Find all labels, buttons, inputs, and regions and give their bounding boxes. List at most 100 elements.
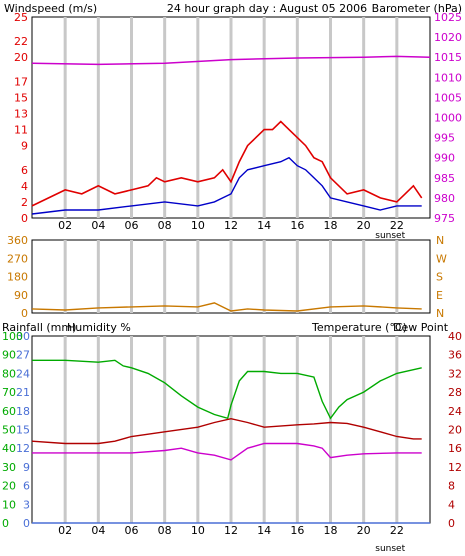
barometer-tick-label: 1005: [434, 91, 462, 104]
windspeed-tick-label: 20: [14, 51, 28, 64]
x-tick-label: 20: [357, 524, 371, 537]
barometer-tick-label: 975: [434, 212, 455, 225]
rainfall-tick-label: 30: [16, 330, 30, 343]
windspeed-tick-label: 25: [14, 11, 28, 24]
x-tick-label: 14: [257, 524, 271, 537]
temperature-tick-label: 28: [448, 386, 462, 399]
x-tick-label: 02: [58, 219, 72, 232]
x-tick-label: 08: [158, 219, 172, 232]
chart-title: 24 hour graph day : August 05 2006: [167, 2, 367, 15]
barometer-tick-label: 980: [434, 192, 455, 205]
humidity-tick-label: 90: [2, 349, 16, 362]
barometer-tick-label: 990: [434, 152, 455, 165]
humidity-tick-label: 70: [2, 386, 16, 399]
x-tick-label: 18: [324, 524, 338, 537]
rainfall-tick-label: 27: [16, 349, 30, 362]
temperature-tick-label: 4: [448, 498, 455, 511]
x-tick-label: 02: [58, 524, 72, 537]
dewpoint-series-line: [32, 442, 422, 461]
temperature-tick-label: 0: [448, 517, 455, 530]
direction-tick-label: 180: [7, 271, 28, 284]
compass-tick-label: E: [436, 289, 443, 302]
windspeed-axis-title: Windspeed (m/s): [4, 2, 97, 15]
x-tick-label: 06: [125, 524, 139, 537]
windspeed-tick-label: 22: [14, 35, 28, 48]
x-tick-label: 04: [91, 524, 105, 537]
windspeed-tick-label: 15: [14, 91, 28, 104]
direction-tick-label: 270: [7, 252, 28, 265]
barometer-tick-label: 1010: [434, 71, 462, 84]
barometer-tick-label: 1015: [434, 51, 462, 64]
direction-tick-label: 90: [14, 289, 28, 302]
x-tick-label: 22: [390, 219, 404, 232]
temperature-tick-label: 20: [448, 424, 462, 437]
barometer-tick-label: 1025: [434, 11, 462, 24]
rainfall-tick-label: 18: [16, 405, 30, 418]
x-tick-label: 06: [125, 219, 139, 232]
temperature-tick-label: 32: [448, 367, 462, 380]
wind-average-series-line: [31, 156, 422, 215]
humidity-tick-label: 50: [2, 424, 16, 437]
rainfall-tick-label: 21: [16, 386, 30, 399]
x-tick-label: 12: [224, 524, 238, 537]
x-tick-label: 10: [191, 524, 205, 537]
rainfall-tick-label: 6: [23, 480, 30, 493]
windspeed-tick-label: 9: [21, 140, 28, 153]
humidity-tick-label: 100: [2, 330, 23, 343]
windspeed-tick-label: 11: [14, 124, 28, 137]
x-tick-label: 20: [357, 219, 371, 232]
rainfall-axis-title: Rainfall (mm): [2, 321, 76, 334]
humidity-series-line: [32, 359, 422, 420]
rainfall-tick-label: 24: [16, 367, 30, 380]
x-tick-label: 10: [191, 219, 205, 232]
temperature-tick-label: 36: [448, 349, 462, 362]
windspeed-tick-label: 13: [14, 107, 28, 120]
x-tick-label: 12: [224, 219, 238, 232]
direction-tick-label: 0: [21, 307, 28, 320]
humidity-tick-label: 20: [2, 480, 16, 493]
x-tick-label: 16: [290, 219, 304, 232]
windspeed-tick-label: 2: [21, 196, 28, 209]
x-tick-label: 14: [257, 219, 271, 232]
temperature-tick-label: 12: [448, 461, 462, 474]
humidity-tick-label: 80: [2, 367, 16, 380]
windspeed-tick-label: 4: [21, 180, 28, 193]
x-tick-label: 16: [290, 524, 304, 537]
humidity-tick-label: 0: [2, 517, 9, 530]
humidity-tick-label: 40: [2, 442, 16, 455]
sunset-label: sunset: [375, 544, 405, 554]
x-tick-label: 08: [158, 524, 172, 537]
rainfall-tick-label: 9: [23, 461, 30, 474]
barometer-axis-title: Barometer (hPa): [372, 2, 462, 15]
compass-tick-label: N: [436, 307, 444, 320]
rainfall-tick-label: 12: [16, 442, 30, 455]
x-tick-label: 18: [324, 219, 338, 232]
rainfall-tick-label: 3: [23, 498, 30, 511]
barometer-tick-label: 985: [434, 172, 455, 185]
humidity-tick-label: 60: [2, 405, 16, 418]
temperature-tick-label: 16: [448, 442, 462, 455]
temperature-tick-label: 8: [448, 480, 455, 493]
barometer-series-line: [31, 55, 431, 66]
humidity-tick-label: 30: [2, 461, 16, 474]
humidity-axis-title: Humidity %: [67, 321, 131, 334]
windspeed-tick-label: 6: [21, 164, 28, 177]
sunset-label: sunset: [375, 231, 405, 241]
temperature-axis-title: Temperature (°C): [311, 321, 407, 334]
dewpoint-axis-title: Dew Point: [393, 321, 449, 334]
windspeed-tick-label: 0: [21, 212, 28, 225]
barometer-tick-label: 995: [434, 132, 455, 145]
windspeed-tick-label: 17: [14, 75, 28, 88]
compass-tick-label: S: [436, 271, 443, 284]
x-tick-label: 04: [91, 219, 105, 232]
direction-tick-label: 360: [7, 234, 28, 247]
temperature-tick-label: 40: [448, 330, 462, 343]
barometer-tick-label: 1000: [434, 112, 462, 125]
x-tick-label: 22: [390, 524, 404, 537]
compass-tick-label: W: [436, 252, 447, 265]
wind-direction-series-line: [31, 302, 422, 312]
barometer-tick-label: 1020: [434, 31, 462, 44]
wind-gust-series-line: [31, 120, 423, 207]
humidity-tick-label: 10: [2, 498, 16, 511]
